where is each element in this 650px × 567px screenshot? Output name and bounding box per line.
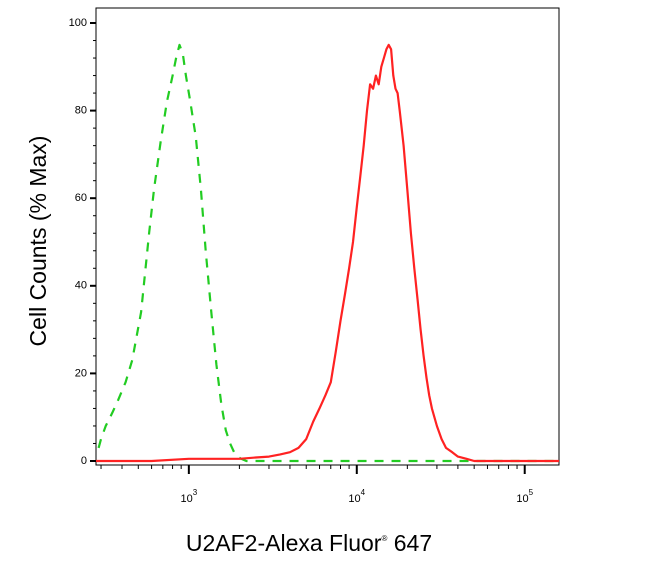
series-layer: [96, 43, 559, 463]
x-axis-title-superscript: ®: [381, 534, 387, 543]
y-tick-label: 20: [75, 367, 87, 379]
x-tick-label-exponent: 5: [529, 488, 534, 497]
x-tick-label-base: 10: [180, 493, 192, 505]
x-tick-label-base: 10: [516, 493, 528, 505]
x-axis-title-main: U2AF2-Alexa Fluor: [186, 530, 382, 556]
y-axis: 0 20 40 60 80 100: [69, 17, 96, 467]
x-tick-label: 103: [180, 488, 197, 505]
series-line-1: [97, 43, 559, 463]
x-tick-label-exponent: 3: [193, 488, 198, 497]
x-axis-title-suffix: 647: [387, 530, 432, 556]
series-line-2: [96, 43, 559, 463]
y-tick-label: 40: [75, 280, 87, 292]
y-tick-label: 0: [81, 455, 87, 467]
x-tick-label-base: 10: [348, 493, 360, 505]
y-axis-title: Cell Counts (% Max): [25, 136, 51, 347]
x-axis-title: U2AF2-Alexa Fluor® 647: [186, 530, 432, 556]
y-tick-label: 60: [75, 192, 87, 204]
x-tick-label: 104: [348, 488, 365, 505]
y-tick-label: 100: [69, 17, 87, 29]
x-tick-label: 105: [516, 488, 533, 505]
plot-frame: [95, 7, 560, 466]
y-tick-label: 80: [75, 105, 87, 117]
x-tick-label-exponent: 4: [361, 488, 366, 497]
